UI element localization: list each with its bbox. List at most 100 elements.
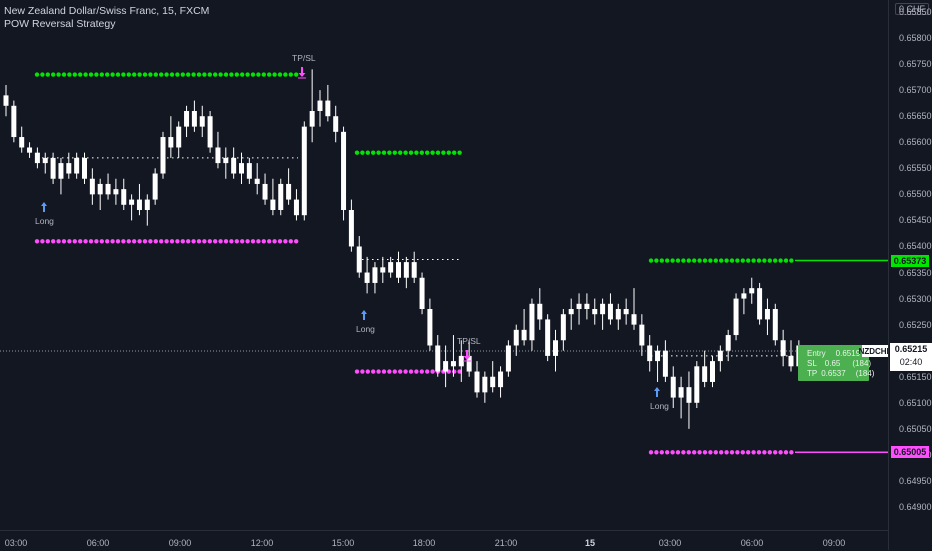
take-profit-dot [457,150,462,155]
candle-body [757,288,763,320]
stop-loss-dot [751,450,756,455]
current-price: 0.65215 [894,344,928,354]
stop-loss-dot [148,239,153,244]
price-axis[interactable]: 0 CHF 0.65850 0.65800 0.65750 0.65700 0.6565… [888,0,932,550]
candle-body [168,137,174,148]
stop-loss-dot [196,239,202,244]
sl-value: 0.65 [824,359,841,368]
take-profit-dot [191,72,196,77]
stop-loss-dot [45,239,50,244]
candle-body [521,329,527,341]
stop-loss-dot [692,450,697,455]
tp-label: TP [807,369,818,378]
take-profit-dot [392,150,397,155]
stop-loss-dot [34,239,40,244]
bar-countdown: 02:40 [899,357,923,367]
time-axis[interactable]: 03:00 06:00 09:00 12:00 15:00 18:00 21:00 15 03:… [0,530,888,551]
time-axis-label: 03:00 [4,538,28,548]
candle-body [725,335,731,351]
candle-body [160,137,166,174]
candle-body [270,199,276,210]
stop-loss-dot [78,239,83,244]
candle-body [694,366,700,403]
candle-body [293,199,299,216]
price-axis-label: 0.65500 [899,189,932,200]
take-profit-dot [381,150,387,155]
candle-body [702,366,708,382]
stop-loss-dot [202,239,207,244]
strategy-title[interactable]: POW Reversal Strategy [4,18,116,30]
stop-loss-dot [762,450,767,455]
stop-loss-dot [392,369,397,374]
price-axis-label: 0.65400 [899,241,932,252]
take-profit-dot [398,150,403,155]
candle-body [686,387,692,403]
take-profit-dot [153,72,158,77]
candle-body [403,262,409,278]
stop-loss-dot [137,239,142,244]
candle-body [89,178,95,195]
time-axis-label: 15 [584,538,596,548]
stop-loss-dot [121,239,126,244]
take-profit-dot [67,72,72,77]
candle-body [662,350,668,377]
chart-legend: New Zealand Dollar/Swiss Franc, 15, FXCM… [4,5,209,31]
price-axis-label: 0.65250 [899,319,932,330]
candle-body [780,340,786,356]
take-profit-dot [713,258,718,263]
candle-body [144,199,150,210]
stop-loss-dot [387,369,392,374]
long-label-2: Long [356,324,375,334]
take-profit-dot [783,258,789,263]
candle-body [136,199,142,210]
stop-loss-dot [142,239,148,244]
take-profit-dot [767,258,772,263]
price-axis-label: 0.65600 [899,137,932,148]
stop-loss-dot [756,450,762,455]
price-axis-label: 0.65300 [899,293,932,304]
currency-label[interactable]: 0 CHF [895,3,930,15]
candle-body [607,303,613,320]
candle-body [82,157,87,179]
candle-body [631,314,637,325]
take-profit-dot [83,72,88,77]
stop-loss-dot [457,369,462,374]
time-axis-label: 06:00 [740,538,764,548]
stop-loss-dot [267,239,272,244]
price-axis-label: 0.65700 [899,85,932,96]
time-axis-label: 09:00 [822,538,846,548]
candle-body [505,345,511,372]
stop-loss-dot [283,239,288,244]
candle-body [545,319,551,356]
time-axis-label: 12:00 [250,538,274,548]
strategy-levels [34,72,888,455]
candle-body [717,350,723,362]
candle-body [419,277,425,309]
take-profit-dot [665,258,670,263]
stop-loss-dot [132,239,137,244]
stop-loss-dot [686,450,691,455]
stop-loss-dot [261,239,266,244]
take-profit-dot [169,72,175,77]
symbol-title[interactable]: New Zealand Dollar/Swiss Franc, 15, FXCM [4,5,210,17]
candle-body [710,361,715,382]
candle-body [301,126,307,216]
entry-value: 0.6519 [835,349,861,358]
take-profit-dot [202,72,207,77]
candle-body [490,376,496,388]
exit-arrow-icon [298,67,306,77]
take-profit-dot [229,72,234,77]
take-profit-dot [245,72,250,77]
time-axis-label: 03:00 [658,538,682,548]
take-profit-dot [277,72,283,77]
candle-body [733,298,739,336]
trade-info-box[interactable]: Entry 0.6519 SL 0.65 (184) TP 0.6537 (18… [798,345,874,381]
signal-markers [41,67,660,397]
take-profit-dot [61,72,67,77]
take-profit-dot [234,72,239,77]
price-chart[interactable] [0,0,888,530]
candle-body [3,95,9,106]
stop-loss-dot [88,239,94,244]
candle-body [223,157,229,164]
candle-body [749,288,755,294]
